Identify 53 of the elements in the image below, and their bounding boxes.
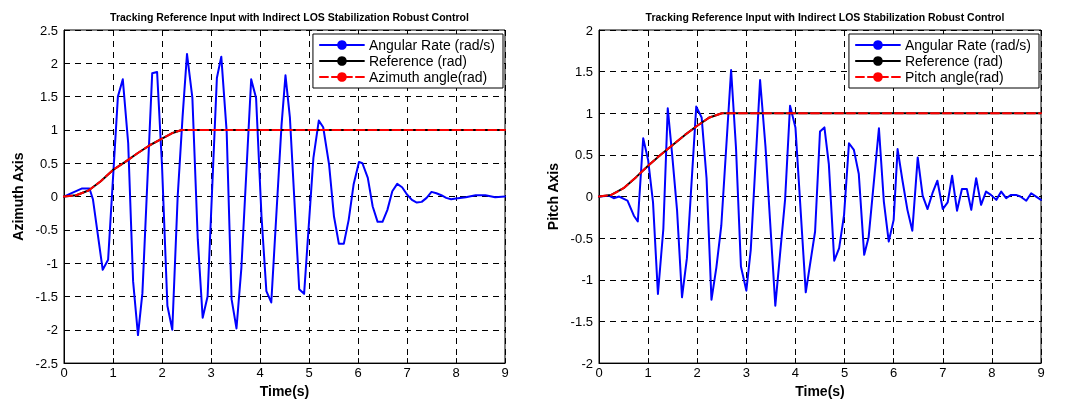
x-tick-label: 3 (742, 365, 750, 381)
y-tick-label: 1 (50, 122, 58, 138)
x-tick-label: 4 (256, 365, 264, 381)
legend-label: Reference (rad) (904, 53, 1003, 69)
y-tick-label: 1 (585, 105, 593, 121)
y-axis-title: Azimuth Axis (9, 152, 26, 241)
line-series (63, 52, 506, 337)
y-tick-label: 1.5 (39, 89, 58, 105)
x-tick-label: 5 (305, 365, 313, 381)
y-tick-label: 0.5 (574, 147, 593, 163)
x-tick-label: 9 (1037, 365, 1045, 381)
legend-label: Reference (rad) (368, 53, 467, 69)
x-tick-label: 2 (158, 365, 166, 381)
x-tick-label: 8 (988, 365, 996, 381)
y-tick-label: -0.5 (570, 230, 593, 246)
x-axis-title: Time(s) (795, 383, 845, 399)
legend-label: Azimuth angle(rad) (368, 69, 488, 85)
y-tick-label: 1.5 (574, 64, 593, 80)
chart-title: Tracking Reference Input with Indirect LOS Stabilization Robust Control (110, 10, 469, 23)
legend-label: Angular Rate (rad/s) (904, 37, 1032, 53)
x-tick-label: 2 (693, 365, 701, 381)
legend-label: Angular Rate (rad/s) (368, 37, 496, 53)
x-tick-label: 4 (791, 365, 800, 381)
y-tick-label: -0.5 (35, 222, 58, 238)
y-axis-title: Pitch Axis (544, 162, 561, 231)
y-tick-label: -1 (581, 272, 593, 288)
x-tick-label: 6 (890, 365, 898, 381)
y-tick-label: 0.5 (39, 155, 58, 171)
y-tick-label: 2 (50, 55, 58, 71)
x-tick-label: 9 (501, 365, 509, 381)
x-tick-label: 1 (109, 365, 117, 381)
y-tick-label: -1 (46, 255, 58, 271)
x-tick-label: 0 (60, 365, 68, 381)
x-tick-label: 6 (354, 365, 362, 381)
y-tick-label: -2 (46, 322, 58, 338)
x-tick-label: 0 (595, 365, 603, 381)
y-tick-label: -2.5 (35, 355, 58, 371)
legend-label: Pitch angle(rad) (904, 69, 1004, 85)
x-tick-label: 7 (403, 365, 411, 381)
y-tick-label: 2.5 (39, 22, 58, 38)
x-tick-label: 1 (644, 365, 652, 381)
x-axis-title: Time(s) (259, 383, 310, 399)
y-tick-label: -2 (581, 355, 593, 371)
y-tick-label: 0 (50, 189, 58, 205)
x-tick-label: 8 (452, 365, 460, 381)
y-tick-label: 0 (585, 189, 593, 205)
chart-title: Tracking Reference Input with Indirect LOS Stabilization Robust Control (645, 10, 1005, 23)
y-tick-label: -1.5 (570, 313, 593, 329)
y-tick-label: -1.5 (35, 288, 58, 304)
x-tick-label: 7 (939, 365, 947, 381)
x-tick-label: 5 (840, 365, 849, 381)
x-tick-label: 3 (207, 365, 215, 381)
y-tick-label: 2 (585, 22, 593, 38)
